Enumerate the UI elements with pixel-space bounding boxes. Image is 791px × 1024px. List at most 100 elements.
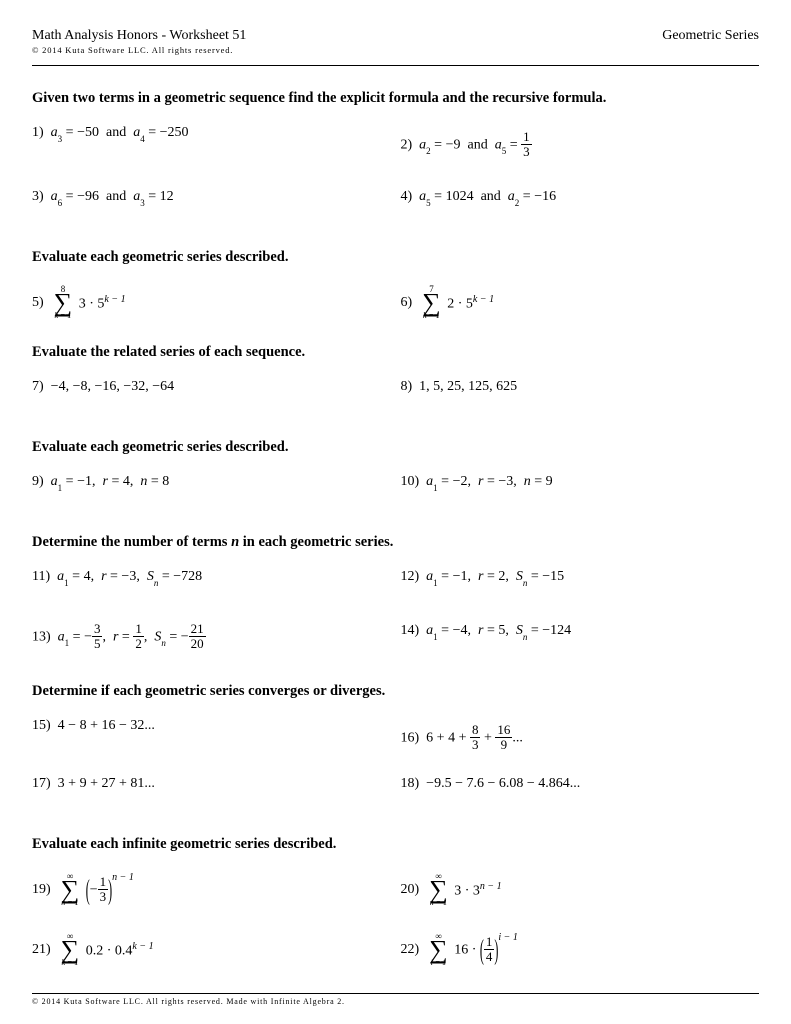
subscript: n xyxy=(523,578,528,588)
problem-number: 7) xyxy=(32,379,44,394)
problem-row: 1) a3 = −50 and a4 = −250 2) a2 = −9 and… xyxy=(32,125,759,159)
subscript: 1 xyxy=(433,632,438,642)
problem: 5) 8 ∑ k = 1 3 · 5k − 1 xyxy=(32,284,391,322)
subscript: 1 xyxy=(433,483,438,493)
section-title: Determine if each geometric series conve… xyxy=(32,683,759,700)
var: n xyxy=(524,474,531,489)
problem-number: 14) xyxy=(401,623,420,638)
value: −50 xyxy=(77,125,99,140)
fraction: 12 xyxy=(133,622,144,650)
expression: 2 · 5k − 1 xyxy=(447,294,494,313)
section-title: Given two terms in a geometric sequence … xyxy=(32,90,759,107)
value: −16 xyxy=(534,189,556,204)
problem-number: 10) xyxy=(401,474,420,489)
problem-number: 15) xyxy=(32,718,51,733)
header-rule xyxy=(32,65,759,66)
value: −124 xyxy=(542,623,571,638)
problem-number: 13) xyxy=(32,629,51,644)
problem-number: 16) xyxy=(401,730,420,745)
problem: 21) ∞ ∑ k = 1 0.2 · 0.4k − 1 xyxy=(32,931,391,969)
problem: 7) −4, −8, −16, −32, −64 xyxy=(32,379,391,413)
problem-number: 1) xyxy=(32,125,44,140)
problem: 6) 7 ∑ k = 1 2 · 5k − 1 xyxy=(401,284,760,322)
sigma: ∞ ∑ i = 1 xyxy=(429,931,448,969)
subscript: 3 xyxy=(140,198,145,208)
expression: 0.2 · 0.4k − 1 xyxy=(86,941,154,960)
value: 4 xyxy=(123,474,130,489)
problem-row: 17) 3 + 9 + 27 + 81... 18) −9.5 − 7.6 − … xyxy=(32,776,759,810)
fraction: 13 xyxy=(98,875,109,903)
fraction: 14 xyxy=(484,935,495,963)
fraction: 169 xyxy=(495,723,512,751)
fraction: 83 xyxy=(470,723,481,751)
problem-number: 8) xyxy=(401,379,413,394)
fraction: 13 xyxy=(521,130,532,158)
subscript: 6 xyxy=(58,198,63,208)
footer-text: © 2014 Kuta Software LLC. All rights res… xyxy=(32,997,759,1006)
problem: 18) −9.5 − 7.6 − 6.08 − 4.864... xyxy=(401,776,760,810)
value: −96 xyxy=(77,189,99,204)
value: −4 xyxy=(453,623,468,638)
problem-row: 15) 4 − 8 + 16 − 32... 16) 6 + 4 + 83 + … xyxy=(32,718,759,752)
problem-row: 13) a1 = −35, r = 12, Sn = −2120 14) a1 … xyxy=(32,623,759,657)
subscript: 1 xyxy=(65,638,70,648)
section-title: Evaluate each geometric series described… xyxy=(32,249,759,266)
expression: 3 · 5k − 1 xyxy=(79,294,126,313)
problem-number: 20) xyxy=(401,882,420,897)
problem: 20) ∞ ∑ n = 1 3 · 3n − 1 xyxy=(401,871,760,909)
problem-number: 21) xyxy=(32,942,51,957)
var: a xyxy=(58,629,65,644)
value: 9 xyxy=(546,474,553,489)
var: a xyxy=(495,137,502,152)
header-right: Geometric Series xyxy=(662,28,759,44)
var: r xyxy=(102,474,107,489)
problem: 19) ∞ ∑ n = 1 (−13)n − 1 xyxy=(32,871,391,909)
var: S xyxy=(516,569,523,584)
problem: 11) a1 = 4, r = −3, Sn = −728 xyxy=(32,569,391,603)
text: and xyxy=(106,125,126,140)
header-left: Math Analysis Honors - Worksheet 51 xyxy=(32,28,246,44)
value: −728 xyxy=(173,569,202,584)
series: 3 + 9 + 27 + 81... xyxy=(58,776,155,791)
value: 1024 xyxy=(446,189,474,204)
var: n xyxy=(140,474,147,489)
problem-number: 18) xyxy=(401,776,420,791)
var: a xyxy=(51,125,58,140)
problem: 9) a1 = −1, r = 4, n = 8 xyxy=(32,474,391,508)
problem-row: 5) 8 ∑ k = 1 3 · 5k − 1 6) 7 ∑ k = 1 2 ·… xyxy=(32,284,759,322)
expression: 16 · (14)i − 1 xyxy=(454,936,518,964)
var: a xyxy=(508,189,515,204)
subscript: 2 xyxy=(515,198,520,208)
problem: 13) a1 = −35, r = 12, Sn = −2120 xyxy=(32,623,391,657)
section-title: Determine the number of terms n in each … xyxy=(32,534,759,551)
subscript: n xyxy=(523,632,528,642)
subscript: 3 xyxy=(58,134,63,144)
subscript: n xyxy=(161,638,166,648)
problem: 14) a1 = −4, r = 5, Sn = −124 xyxy=(401,623,760,657)
var: r xyxy=(113,629,118,644)
value: 4 xyxy=(84,569,91,584)
text: ... xyxy=(512,730,523,745)
subscript: 5 xyxy=(426,198,431,208)
problem: 2) a2 = −9 and a5 = 13 xyxy=(401,125,760,159)
value: −2 xyxy=(453,474,468,489)
problem: 8) 1, 5, 25, 125, 625 xyxy=(401,379,760,413)
value: 2 xyxy=(498,569,505,584)
sigma: ∞ ∑ k = 1 xyxy=(61,931,80,969)
sigma: ∞ ∑ n = 1 xyxy=(429,871,448,909)
value: −9 xyxy=(446,137,461,152)
var: r xyxy=(478,623,483,638)
problem: 1) a3 = −50 and a4 = −250 xyxy=(32,125,391,159)
text: and xyxy=(467,137,487,152)
problem-row: 21) ∞ ∑ k = 1 0.2 · 0.4k − 1 22) ∞ ∑ i =… xyxy=(32,931,759,969)
footer-rule xyxy=(32,993,759,994)
section-title: Evaluate each geometric series described… xyxy=(32,439,759,456)
fraction: 35 xyxy=(92,622,103,650)
series: 4 − 8 + 16 − 32... xyxy=(58,718,155,733)
problem-number: 5) xyxy=(32,295,44,310)
problem: 15) 4 − 8 + 16 − 32... xyxy=(32,718,391,752)
text: and xyxy=(481,189,501,204)
fraction: 2120 xyxy=(189,622,206,650)
problem: 16) 6 + 4 + 83 + 169... xyxy=(401,718,760,752)
value: −3 xyxy=(498,474,513,489)
